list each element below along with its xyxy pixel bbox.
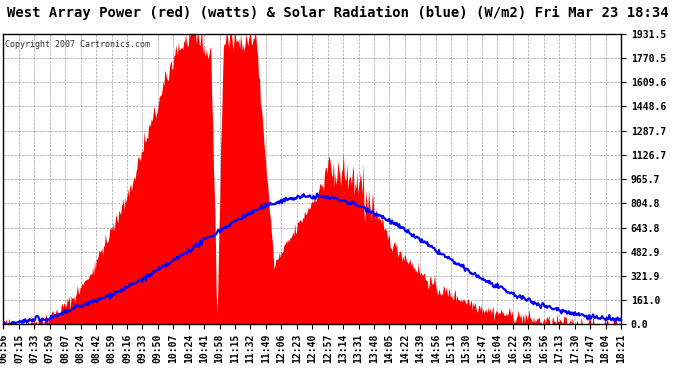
Text: West Array Power (red) (watts) & Solar Radiation (blue) (W/m2) Fri Mar 23 18:34: West Array Power (red) (watts) & Solar R… xyxy=(7,6,669,20)
Text: Copyright 2007 Cartronics.com: Copyright 2007 Cartronics.com xyxy=(5,40,150,49)
